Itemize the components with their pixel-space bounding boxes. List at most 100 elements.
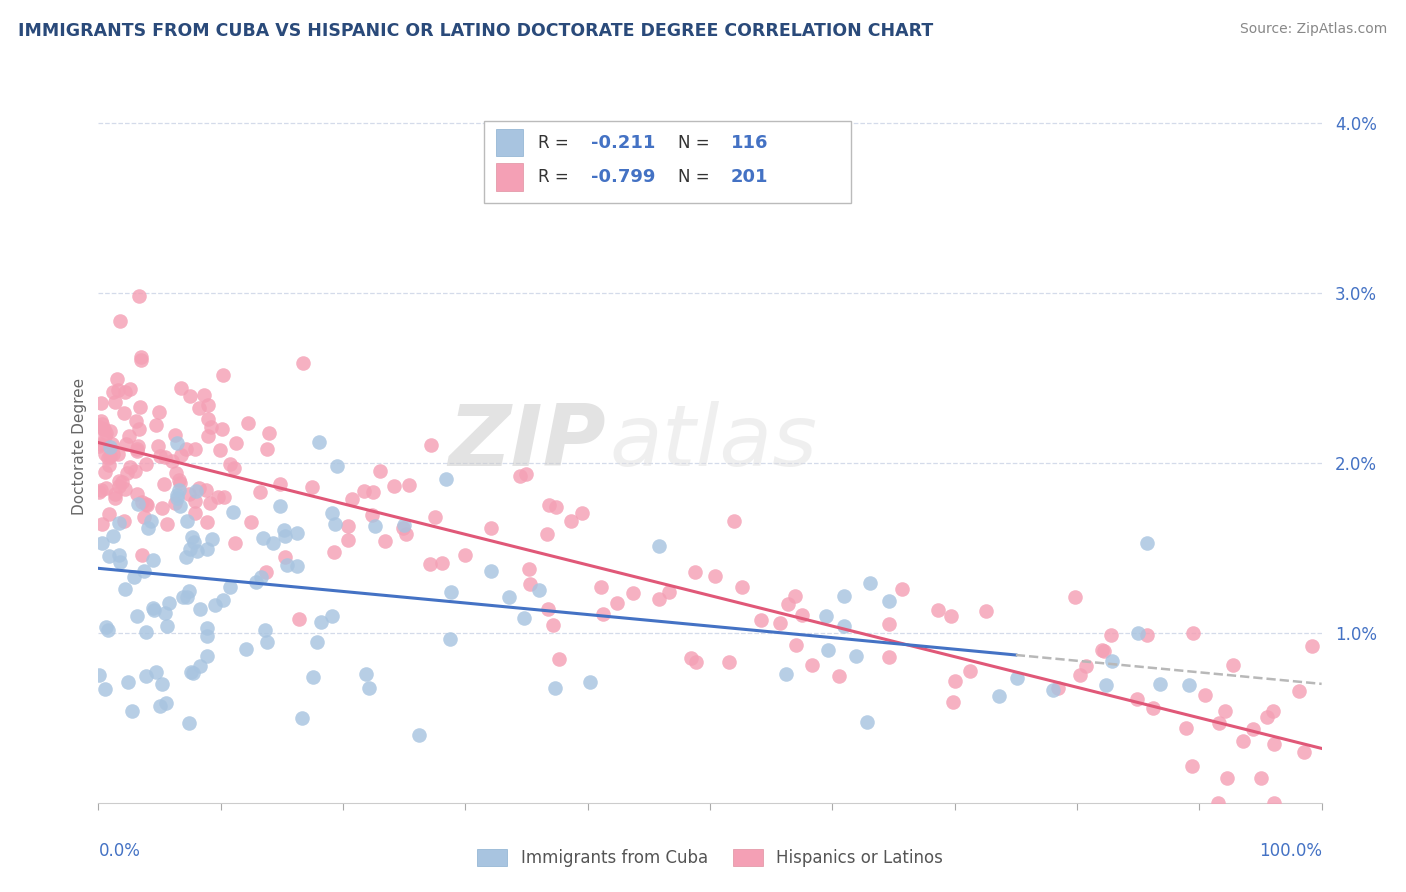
Point (177, 716, 200, 731)
Point (927, 603, 949, 617)
Point (183, 535, 205, 549)
Point (1046, 681, 1069, 696)
Point (704, 569, 727, 583)
Point (169, 473, 191, 487)
Point (308, 434, 330, 449)
Point (100, 437, 122, 451)
Point (139, 514, 162, 528)
Point (890, 582, 912, 596)
Point (361, 508, 384, 522)
Point (364, 519, 387, 533)
Point (97, 623, 120, 637)
Point (183, 494, 205, 508)
Point (145, 665, 167, 679)
Point (395, 527, 418, 541)
Point (156, 517, 179, 532)
Point (1194, 688, 1216, 702)
Point (157, 596, 180, 610)
Point (361, 484, 384, 499)
Point (440, 585, 463, 599)
Point (322, 545, 344, 559)
Point (679, 650, 702, 665)
Point (135, 624, 157, 639)
Point (815, 608, 838, 623)
Point (195, 515, 218, 529)
Point (135, 497, 157, 511)
Point (125, 609, 148, 624)
Point (219, 580, 242, 594)
Point (292, 356, 315, 370)
Point (323, 516, 346, 531)
Point (498, 590, 520, 604)
Point (751, 613, 773, 627)
Point (257, 425, 280, 440)
Point (131, 350, 153, 364)
Point (165, 466, 187, 480)
Point (1136, 628, 1159, 642)
Point (114, 582, 136, 597)
Point (1222, 658, 1244, 673)
Point (108, 555, 131, 569)
Point (115, 466, 138, 480)
Point (197, 412, 219, 426)
Point (785, 589, 807, 603)
Point (357, 681, 380, 696)
Point (538, 498, 561, 512)
Point (212, 490, 235, 504)
Point (1091, 642, 1114, 657)
Point (179, 487, 201, 501)
Y-axis label: Doctorate Degree: Doctorate Degree (72, 377, 87, 515)
Point (93, 681, 115, 696)
Point (340, 491, 363, 506)
Point (291, 711, 314, 725)
Point (148, 405, 170, 419)
Point (127, 487, 149, 501)
Point (1263, 796, 1285, 810)
Point (537, 601, 560, 615)
Point (832, 590, 855, 604)
Text: 0.0%: 0.0% (98, 842, 141, 860)
Point (108, 516, 131, 530)
Point (877, 650, 900, 665)
Point (560, 514, 582, 528)
Point (131, 548, 153, 562)
Point (97, 450, 120, 465)
Point (382, 479, 405, 493)
Point (195, 629, 218, 643)
Point (517, 562, 540, 576)
Point (184, 442, 207, 456)
Point (122, 570, 145, 584)
Point (125, 414, 148, 428)
Point (1208, 716, 1230, 731)
Point (1064, 590, 1087, 604)
Point (717, 655, 740, 669)
Point (827, 669, 849, 683)
Point (129, 352, 152, 367)
Point (1181, 759, 1204, 773)
Point (155, 450, 177, 464)
Point (307, 635, 329, 649)
Point (479, 564, 502, 578)
Point (1301, 639, 1323, 653)
Point (104, 394, 127, 409)
Point (1232, 733, 1254, 747)
Point (1174, 721, 1197, 735)
Point (1250, 772, 1272, 786)
Point (166, 491, 188, 505)
Point (174, 550, 197, 565)
Point (1241, 722, 1264, 736)
Point (321, 506, 343, 520)
Point (124, 464, 146, 478)
Point (420, 438, 443, 452)
Point (1292, 746, 1315, 760)
Point (180, 665, 202, 680)
Point (117, 675, 139, 690)
Point (273, 523, 295, 537)
Point (101, 447, 124, 461)
Point (1142, 701, 1164, 715)
Text: 201: 201 (731, 168, 768, 186)
Point (127, 497, 149, 511)
Point (156, 618, 179, 632)
Text: 100.0%: 100.0% (1258, 842, 1322, 860)
Text: IMMIGRANTS FROM CUBA VS HISPANIC OR LATINO DOCTORATE DEGREE CORRELATION CHART: IMMIGRANTS FROM CUBA VS HISPANIC OR LATI… (18, 22, 934, 40)
